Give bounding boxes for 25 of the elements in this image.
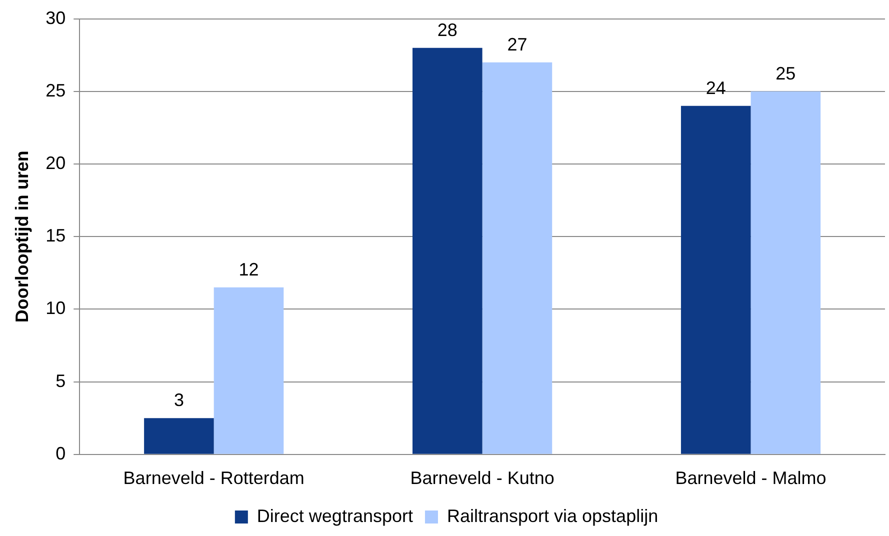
x-tick-label: Barneveld - Malmo <box>675 468 826 488</box>
data-label: 25 <box>776 63 796 84</box>
y-tick-label: 5 <box>56 370 66 391</box>
data-label: 28 <box>437 20 458 40</box>
y-tick-label: 30 <box>46 8 66 28</box>
y-tick-label: 25 <box>46 80 66 100</box>
legend-label: Railtransport via opstaplijn <box>446 506 658 526</box>
y-tick-label: 15 <box>46 226 66 246</box>
data-label: 27 <box>507 34 528 54</box>
bar <box>680 106 751 454</box>
x-tick-label: Barneveld - Rotterdam <box>123 468 304 488</box>
bar <box>144 418 214 454</box>
y-tick-label: 10 <box>46 298 66 318</box>
y-tick-label: 20 <box>46 152 66 173</box>
data-label: 24 <box>706 78 726 98</box>
data-label: 3 <box>174 390 184 410</box>
y-tick-label: 0 <box>56 443 66 464</box>
data-label: 12 <box>238 259 259 280</box>
y-axis-title: Doorlooptijd in uren <box>12 150 32 323</box>
bar <box>750 91 821 454</box>
bar <box>412 48 482 454</box>
bar <box>214 287 284 454</box>
bar <box>482 62 552 454</box>
legend-label: Direct wegtransport <box>256 506 413 526</box>
x-tick-label: Barneveld - Kutno <box>410 468 554 488</box>
